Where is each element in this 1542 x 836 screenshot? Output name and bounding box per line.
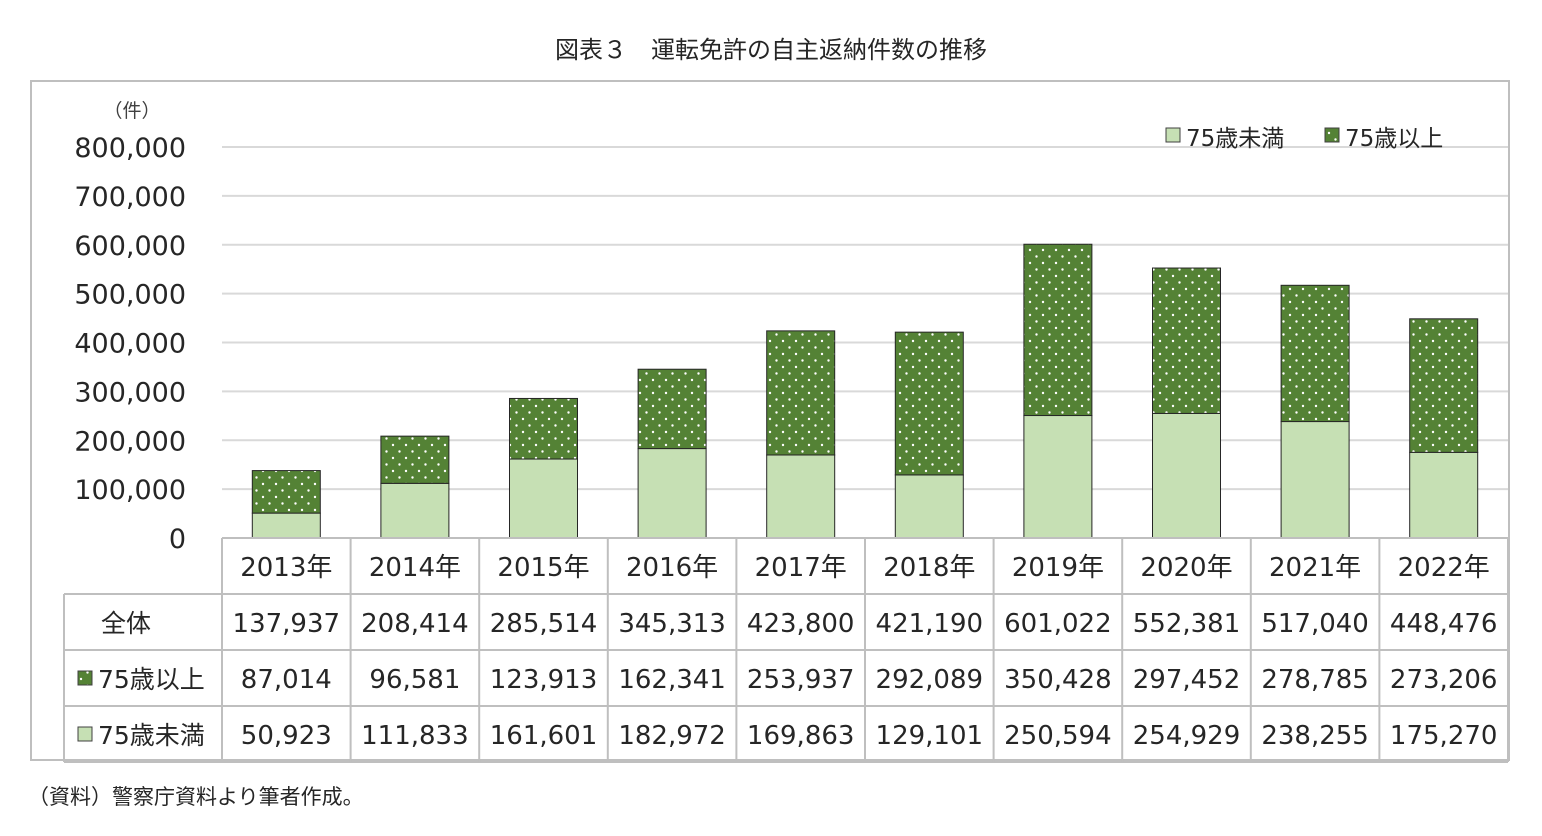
y-axis-ticks: 0 100,000 200,000 300,000 400,000 500,000 600,… [74,133,186,555]
y-tick-label: 100,000 [74,475,186,506]
bar-under75 [1023,415,1093,539]
category-label: 2022年 [1398,553,1490,583]
category-label: 2018年 [883,553,975,583]
bar-over75 [509,397,578,460]
y-tick-label: 800,000 [74,133,186,164]
category-label: 2019年 [1012,553,1104,583]
y-tick-label: 200,000 [74,426,186,457]
table-cell: 129,101 [876,721,984,751]
legend-swatch-over75 [1324,127,1340,143]
table-row-label: 75歳未満 [98,721,205,750]
table-cell: 253,937 [747,665,855,695]
bar-under75 [894,474,964,539]
table-cell: 552,381 [1133,609,1241,639]
table-cell: 421,190 [876,609,984,639]
table-cell: 208,414 [361,609,469,639]
bar-over75 [637,368,707,450]
bar-under75 [1152,412,1221,539]
bar-over75 [766,330,836,456]
table-swatch-under75 [77,726,93,742]
table-cell: 175,270 [1390,721,1498,751]
y-tick-label: 500,000 [74,280,186,311]
table-cell: 182,972 [618,721,726,751]
table-cell: 285,514 [490,609,598,639]
table-cell: 278,785 [1261,665,1369,695]
y-tick-label: 400,000 [74,329,186,360]
category-label: 2021年 [1269,553,1361,583]
table-row-label: 全体 [101,609,151,638]
table-cell: 250,594 [1004,721,1112,751]
table-cell: 111,833 [361,721,469,751]
table-cell: 297,452 [1133,665,1241,695]
table-cell: 137,937 [233,609,341,639]
table-cell: 254,929 [1133,721,1241,751]
bar-over75 [1409,318,1479,453]
legend-swatch-under75 [1165,127,1181,143]
table-cell: 601,022 [1004,609,1112,639]
category-label: 2017年 [755,553,847,583]
bar-under75 [251,512,321,539]
bar-over75 [380,435,450,484]
category-label: 2016年 [626,553,718,583]
chart-title: 図表３ 運転免許の自主返納件数の推移 [555,36,987,64]
legend-label-under75: 75歳未満 [1186,126,1284,152]
table-cell: 238,255 [1261,721,1369,751]
table-cell: 273,206 [1390,665,1498,695]
bar-over75 [251,470,321,514]
category-label: 2013年 [240,553,332,583]
bar-under75 [1280,421,1350,539]
table-cell: 448,476 [1390,609,1498,639]
table-cell: 517,040 [1261,609,1369,639]
legend-label-over75: 75歳以上 [1345,126,1443,152]
table-cell: 423,800 [747,609,855,639]
table-cell: 123,913 [490,665,598,695]
y-tick-label: 0 [169,524,186,555]
table-cell: 96,581 [369,665,460,695]
table-cell: 162,341 [618,665,726,695]
y-tick-label: 600,000 [74,231,186,262]
category-label: 2015年 [497,553,589,583]
source-note: （資料）警察庁資料より筆者作成。 [28,785,364,809]
table-row-label: 75歳以上 [98,665,205,694]
bar-under75 [509,458,578,539]
data-table: 2013年 2014年 2015年 2016年 2017年 2018年 2019年 2020年… [63,537,1509,763]
table-cell: 169,863 [747,721,855,751]
bar-under75 [637,448,707,539]
table-cell: 161,601 [490,721,598,751]
bar-over75 [1023,243,1093,417]
table-cell: 50,923 [241,721,332,751]
y-axis-label: （件） [103,100,160,122]
category-label: 2014年 [369,553,461,583]
bar-under75 [1409,451,1479,539]
table-cell: 350,428 [1004,665,1112,695]
bar-over75 [1280,284,1350,423]
bars [251,243,1479,539]
legend: 75歳未満 75歳以上 [1165,126,1443,152]
bar-under75 [766,454,836,539]
table-cell: 345,313 [618,609,726,639]
bar-over75 [894,331,964,476]
bar-under75 [380,482,450,539]
category-label: 2020年 [1140,553,1232,583]
y-tick-label: 300,000 [74,377,186,408]
bar-over75 [1152,267,1221,414]
table-cell: 87,014 [241,665,332,695]
table-swatch-over75 [77,670,93,686]
y-tick-label: 700,000 [74,182,186,213]
table-cell: 292,089 [876,665,984,695]
